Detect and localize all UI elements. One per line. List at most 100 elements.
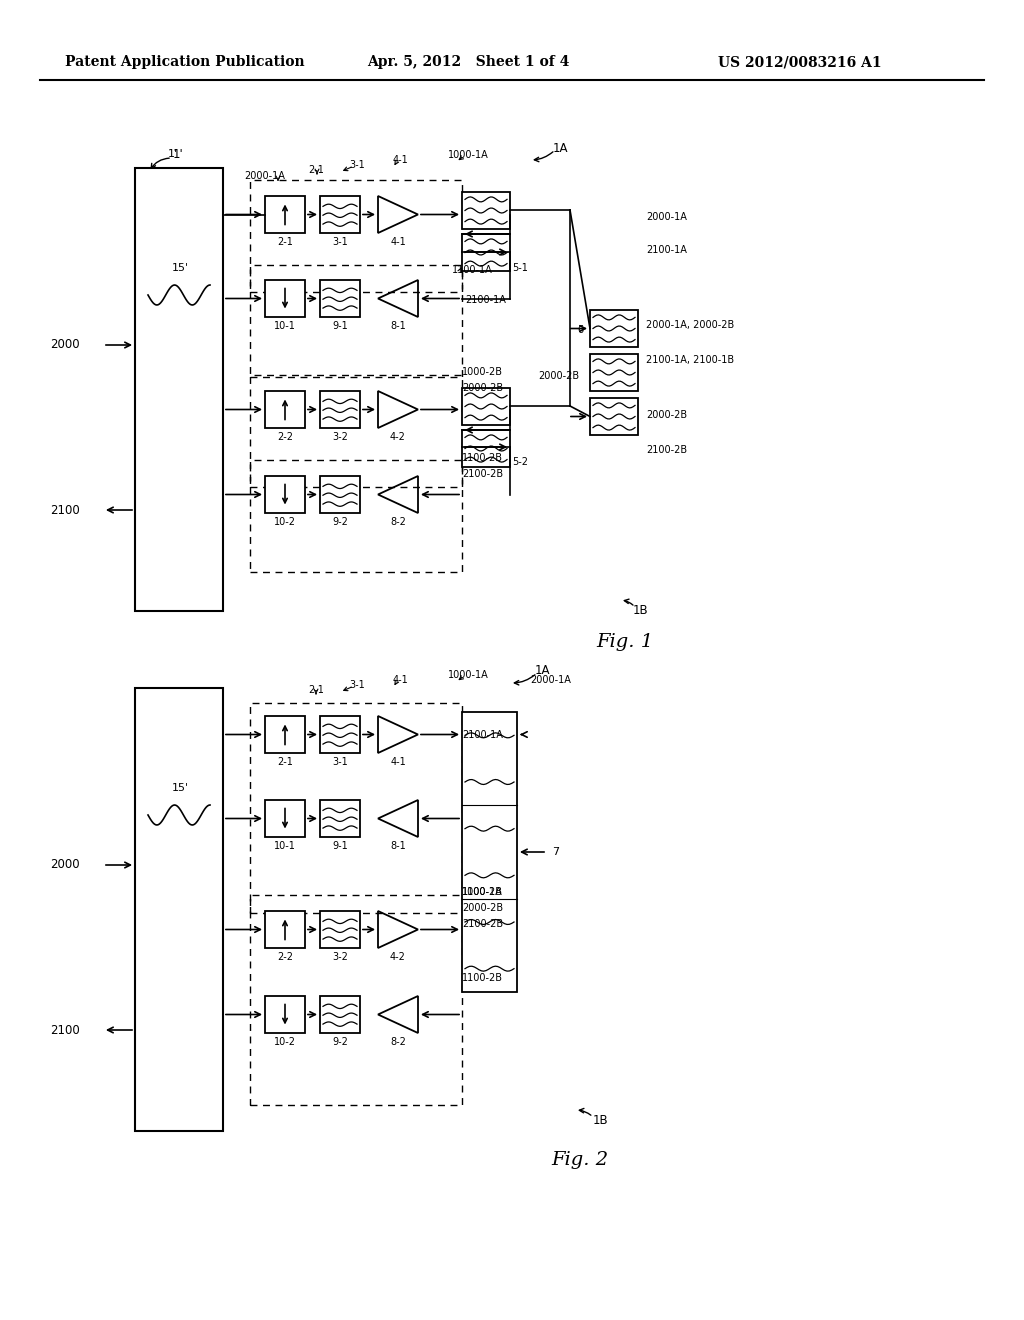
Bar bbox=[462, 430, 510, 467]
Text: 10-2: 10-2 bbox=[274, 1038, 296, 1047]
Text: 1000-1A: 1000-1A bbox=[447, 150, 488, 160]
Text: 2-1: 2-1 bbox=[278, 238, 293, 247]
Text: 3-1: 3-1 bbox=[332, 238, 348, 247]
Bar bbox=[265, 800, 305, 837]
Bar bbox=[462, 711, 517, 993]
Text: 4-2: 4-2 bbox=[390, 952, 406, 962]
Text: 8-2: 8-2 bbox=[390, 1038, 406, 1047]
Text: 9-1: 9-1 bbox=[332, 321, 348, 331]
Text: 1B: 1B bbox=[592, 1114, 608, 1126]
Bar bbox=[319, 477, 360, 513]
Text: 2000-1A: 2000-1A bbox=[245, 172, 286, 181]
Bar bbox=[590, 310, 638, 347]
Text: 1000-1A: 1000-1A bbox=[447, 671, 488, 680]
Text: 2000-1A, 2000-2B: 2000-1A, 2000-2B bbox=[646, 319, 734, 330]
Text: 4-1: 4-1 bbox=[390, 238, 406, 247]
Text: 15': 15' bbox=[171, 263, 188, 273]
Text: 10-1: 10-1 bbox=[274, 841, 296, 851]
Text: 4-2: 4-2 bbox=[390, 432, 406, 442]
Text: 2100-1A, 2100-1B: 2100-1A, 2100-1B bbox=[646, 355, 734, 366]
Text: 1': 1' bbox=[173, 149, 183, 161]
Text: 8-1: 8-1 bbox=[390, 841, 406, 851]
Text: 3-1: 3-1 bbox=[349, 160, 365, 170]
Bar bbox=[265, 997, 305, 1034]
Bar bbox=[319, 715, 360, 752]
Text: 1B: 1B bbox=[632, 603, 648, 616]
Bar bbox=[319, 800, 360, 837]
Bar bbox=[319, 280, 360, 317]
Bar bbox=[265, 391, 305, 428]
Bar bbox=[319, 195, 360, 234]
Text: 5-1: 5-1 bbox=[512, 263, 528, 273]
Bar bbox=[250, 180, 462, 292]
Text: 1A: 1A bbox=[535, 664, 550, 677]
Bar bbox=[250, 895, 462, 1105]
Text: US 2012/0083216 A1: US 2012/0083216 A1 bbox=[718, 55, 882, 69]
Text: 6: 6 bbox=[578, 325, 584, 335]
Bar bbox=[135, 688, 223, 1131]
Bar bbox=[265, 715, 305, 752]
Text: 3-1: 3-1 bbox=[349, 680, 365, 690]
Bar bbox=[135, 168, 223, 611]
Text: 2100-1A: 2100-1A bbox=[465, 294, 506, 305]
Text: 2-2: 2-2 bbox=[278, 952, 293, 962]
Text: 1100-1A: 1100-1A bbox=[452, 265, 493, 275]
Text: 1100-2B: 1100-2B bbox=[462, 973, 503, 983]
Text: 8-2: 8-2 bbox=[390, 517, 406, 527]
Text: 1000-2B: 1000-2B bbox=[462, 887, 503, 898]
Text: 10-1: 10-1 bbox=[274, 321, 296, 331]
Text: 4-1: 4-1 bbox=[390, 756, 406, 767]
Text: 2-1: 2-1 bbox=[308, 165, 324, 176]
Text: 5-2: 5-2 bbox=[512, 457, 528, 467]
Text: 2100: 2100 bbox=[50, 503, 80, 516]
Bar bbox=[319, 391, 360, 428]
Text: 2100-1A: 2100-1A bbox=[462, 730, 503, 741]
Bar bbox=[265, 280, 305, 317]
Text: 2000: 2000 bbox=[50, 338, 80, 351]
Text: 9-2: 9-2 bbox=[332, 517, 348, 527]
Text: 2100-2B: 2100-2B bbox=[646, 445, 687, 455]
Text: 10-2: 10-2 bbox=[274, 517, 296, 527]
Text: 2000-2B: 2000-2B bbox=[462, 903, 503, 913]
Text: 2000-2B: 2000-2B bbox=[538, 371, 580, 381]
Text: 2-2: 2-2 bbox=[278, 432, 293, 442]
Text: 1100-2B: 1100-2B bbox=[462, 453, 503, 463]
Text: 3-1: 3-1 bbox=[332, 756, 348, 767]
Bar bbox=[590, 399, 638, 436]
Bar bbox=[250, 265, 462, 378]
Text: Fig. 2: Fig. 2 bbox=[552, 1151, 608, 1170]
Bar bbox=[250, 459, 462, 572]
Text: 1': 1' bbox=[168, 149, 178, 158]
Bar bbox=[590, 354, 638, 391]
Bar bbox=[265, 477, 305, 513]
Text: 2100-1A: 2100-1A bbox=[646, 246, 687, 255]
Text: 2000-1A: 2000-1A bbox=[646, 213, 687, 222]
Text: 2000-1A: 2000-1A bbox=[530, 675, 570, 685]
Text: 2100-2B: 2100-2B bbox=[462, 469, 503, 479]
Bar bbox=[265, 195, 305, 234]
Bar bbox=[462, 388, 510, 425]
Text: 3-2: 3-2 bbox=[332, 952, 348, 962]
Bar bbox=[319, 911, 360, 948]
Text: 3-2: 3-2 bbox=[332, 432, 348, 442]
Text: 1A: 1A bbox=[552, 141, 567, 154]
Text: 4-1: 4-1 bbox=[392, 154, 408, 165]
Text: 15': 15' bbox=[171, 783, 188, 793]
Bar bbox=[462, 234, 510, 271]
Text: 9-1: 9-1 bbox=[332, 841, 348, 851]
Text: 2000-2B: 2000-2B bbox=[462, 383, 503, 393]
Text: 9-2: 9-2 bbox=[332, 1038, 348, 1047]
Text: 2000-2B: 2000-2B bbox=[646, 411, 687, 420]
Text: 7: 7 bbox=[552, 847, 559, 857]
Bar bbox=[250, 704, 462, 913]
Text: Patent Application Publication: Patent Application Publication bbox=[66, 55, 305, 69]
Text: 8-1: 8-1 bbox=[390, 321, 406, 331]
Text: 4-1: 4-1 bbox=[392, 675, 408, 685]
Text: Apr. 5, 2012   Sheet 1 of 4: Apr. 5, 2012 Sheet 1 of 4 bbox=[367, 55, 569, 69]
Text: 2-1: 2-1 bbox=[278, 756, 293, 767]
Text: 2100: 2100 bbox=[50, 1023, 80, 1036]
Text: 2000: 2000 bbox=[50, 858, 80, 871]
Text: 2100-2B: 2100-2B bbox=[462, 919, 503, 929]
Text: 1000-2B: 1000-2B bbox=[462, 367, 503, 378]
Text: Fig. 1: Fig. 1 bbox=[596, 634, 653, 651]
